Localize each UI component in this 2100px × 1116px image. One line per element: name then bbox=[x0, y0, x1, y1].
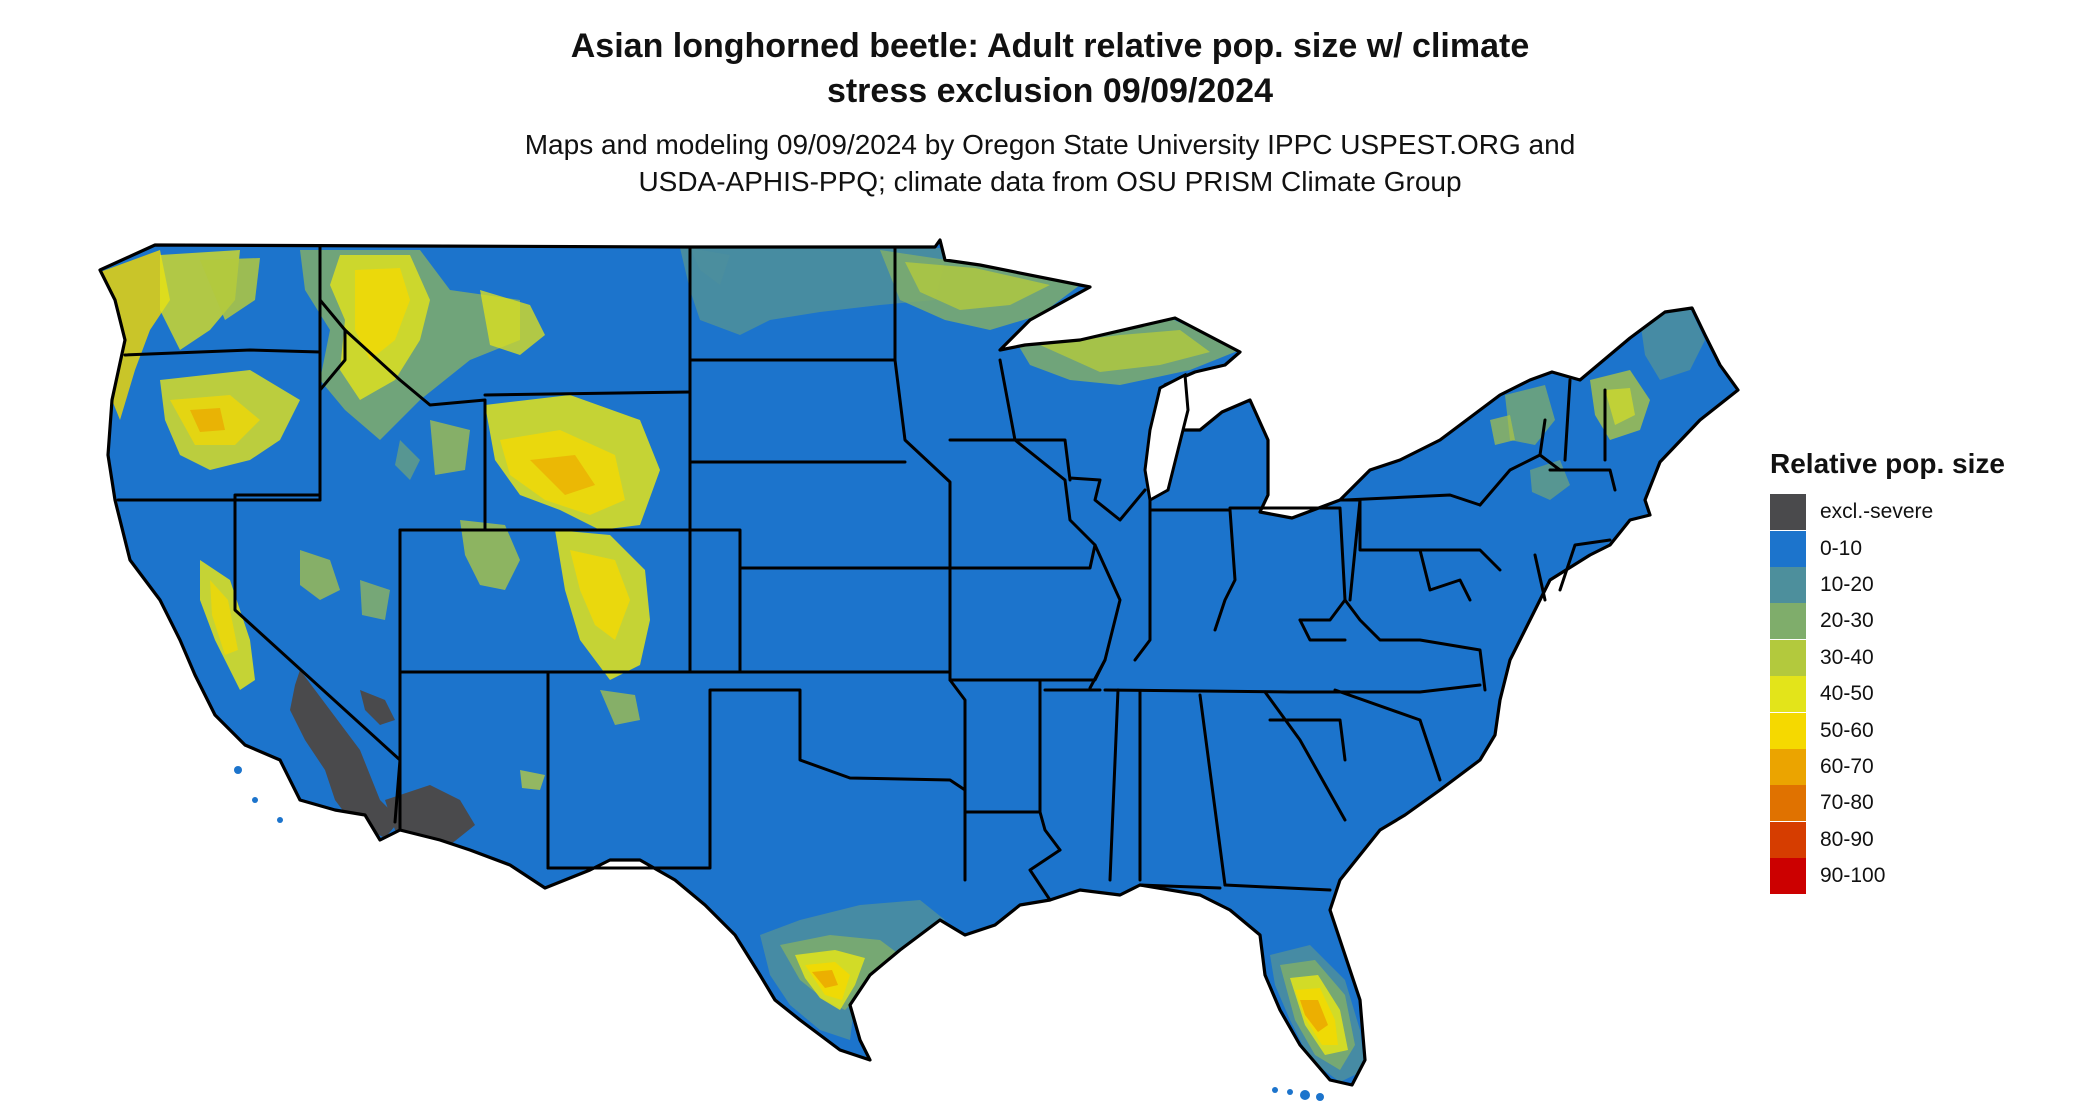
legend-label: 30-40 bbox=[1820, 645, 1874, 669]
legend-item: 20-30 bbox=[1770, 603, 2005, 640]
map-title-line-2: stress exclusion 09/09/2024 bbox=[826, 72, 1274, 110]
legend-swatch bbox=[1770, 530, 1806, 567]
legend-label: excl.-severe bbox=[1820, 500, 1934, 524]
legend-label: 20-30 bbox=[1820, 609, 1874, 633]
legend-items: excl.-severe 0-10 10-20 20-30 30-40 40-50 50-6… bbox=[1770, 494, 2005, 895]
map-subtitle-line-1: Maps and modeling 09/09/2024 by Oregon S… bbox=[524, 129, 1576, 160]
map-title: Asian longhorned beetle: Adult relative … bbox=[0, 24, 2100, 114]
legend-swatch bbox=[1770, 603, 1806, 640]
legend-swatch bbox=[1770, 712, 1806, 749]
legend-swatch bbox=[1770, 748, 1806, 785]
legend-item: 70-80 bbox=[1770, 785, 2005, 822]
map-subtitle-line-2: USDA-APHIS-PPQ; climate data from OSU PR… bbox=[638, 166, 1462, 197]
legend-swatch bbox=[1770, 639, 1806, 676]
legend-label: 0-10 bbox=[1820, 536, 1863, 560]
legend-item: 80-90 bbox=[1770, 821, 2005, 858]
legend-item: 50-60 bbox=[1770, 712, 2005, 749]
legend-item: 90-100 bbox=[1770, 858, 2005, 895]
map-title-line-1: Asian longhorned beetle: Adult relative … bbox=[570, 27, 1530, 65]
legend-label: 10-20 bbox=[1820, 572, 1874, 596]
legend-item: excl.-severe bbox=[1770, 494, 2005, 531]
legend-label: 40-50 bbox=[1820, 682, 1874, 706]
legend-label: 60-70 bbox=[1820, 754, 1874, 778]
legend-swatch bbox=[1770, 785, 1806, 822]
legend: Relative pop. size excl.-severe 0-10 10-20… bbox=[1770, 448, 2005, 895]
legend-item: 0-10 bbox=[1770, 530, 2005, 567]
legend-label: 50-60 bbox=[1820, 718, 1874, 742]
legend-label: 70-80 bbox=[1820, 791, 1874, 815]
legend-item: 40-50 bbox=[1770, 676, 2005, 713]
legend-swatch bbox=[1770, 858, 1806, 895]
legend-item: 60-70 bbox=[1770, 748, 2005, 785]
legend-swatch bbox=[1770, 494, 1806, 531]
legend-swatch bbox=[1770, 566, 1806, 603]
legend-label: 90-100 bbox=[1820, 864, 1886, 888]
map-subtitle: Maps and modeling 09/09/2024 by Oregon S… bbox=[0, 126, 2100, 200]
legend-label: 80-90 bbox=[1820, 827, 1874, 851]
legend-swatch bbox=[1770, 821, 1806, 858]
legend-item: 30-40 bbox=[1770, 639, 2005, 676]
legend-item: 10-20 bbox=[1770, 566, 2005, 603]
legend-swatch bbox=[1770, 676, 1806, 713]
legend-title: Relative pop. size bbox=[1770, 448, 2005, 479]
